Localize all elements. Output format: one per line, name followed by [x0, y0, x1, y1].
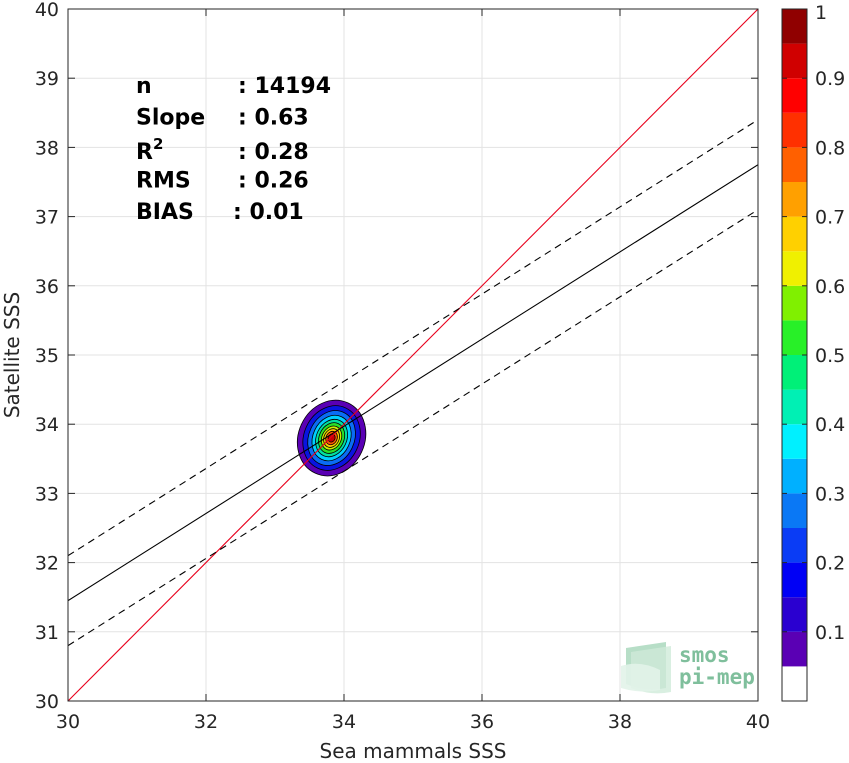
colorbar-segment	[782, 528, 807, 563]
logo-waves-icon	[621, 642, 671, 694]
smos-pi-mep-logo: smos pi-mep	[621, 642, 755, 694]
colorbar-segment	[782, 251, 807, 286]
x-tick-label: 30	[56, 711, 80, 733]
y-tick-label: 36	[35, 276, 59, 298]
stat-value: : 0.01	[233, 200, 304, 225]
x-tick-label: 36	[470, 711, 494, 733]
logo-text-smos: smos	[679, 643, 730, 667]
y-tick-label: 31	[35, 622, 59, 644]
colorbar-segment	[782, 112, 807, 148]
stat-value: : 14194	[238, 74, 331, 99]
colorbar-segment	[782, 389, 807, 425]
colorbar-tick-label: 0.6	[815, 276, 845, 298]
colorbar-tick-label: 0.5	[815, 345, 845, 367]
colorbar-tick-label: 1	[815, 2, 827, 24]
identity-line	[68, 9, 758, 701]
stat-label: n	[136, 74, 152, 99]
colorbar-tick-label: 0.1	[815, 622, 845, 644]
y-tick-label: 38	[35, 137, 59, 159]
y-tick-label: 30	[35, 691, 59, 713]
colorbar-tick-label: 0.8	[815, 137, 845, 159]
colorbar-segment	[782, 355, 807, 390]
colorbar-segment	[782, 182, 807, 217]
lower-bound-line	[68, 209, 758, 647]
logo-text-pi-mep: pi-mep	[679, 665, 755, 689]
colorbar-tick-label: 0.2	[815, 553, 845, 575]
colorbar-tick-label: 0.4	[815, 414, 845, 436]
y-tick-label: 39	[35, 68, 59, 90]
y-axis-ticks: 30 31 32 33 34 35 36 37 38 39 40	[35, 0, 758, 713]
stat-label: RMS	[136, 169, 191, 194]
y-tick-label: 34	[35, 414, 59, 436]
colorbar-tick-label: 0.9	[815, 68, 845, 90]
colorbar-segment	[782, 147, 807, 182]
stat-value: : 0.28	[238, 140, 309, 165]
x-tick-label: 34	[332, 711, 356, 733]
x-tick-label: 32	[194, 711, 218, 733]
colorbar-segment	[782, 562, 807, 598]
x-axis-ticks: 30 32 34 36 38 40	[56, 9, 770, 733]
fit-lines	[68, 9, 758, 701]
upper-bound-line	[68, 119, 758, 557]
y-axis-label: Satellite SSS	[0, 292, 24, 418]
y-tick-label: 37	[35, 207, 59, 229]
stats-panel: n : 14194 Slope : 0.63 R2 : 0.28 RMS : 0.26 BIAS…	[136, 74, 331, 225]
stat-label: BIAS	[136, 200, 194, 225]
y-tick-label: 40	[35, 0, 59, 21]
x-axis-label: Sea mammals SSS	[320, 739, 507, 763]
y-tick-label: 35	[35, 345, 59, 367]
colorbar-segment	[782, 78, 807, 113]
stat-value: : 0.26	[238, 169, 309, 194]
stat-label: Slope	[136, 106, 205, 131]
x-tick-label: 40	[746, 711, 770, 733]
colorbar-segment	[782, 493, 807, 528]
colorbar-segment	[782, 285, 807, 321]
stat-value: : 0.63	[238, 106, 309, 131]
grid-lines	[68, 9, 758, 701]
colorbar-tick-label: 0.7	[815, 207, 845, 229]
y-tick-label: 33	[35, 483, 59, 505]
colorbar-segment	[782, 424, 807, 459]
colorbar-segment	[782, 43, 807, 79]
colorbar-segment	[782, 666, 807, 701]
colorbar-segment	[782, 631, 807, 667]
colorbar-segment	[782, 597, 807, 632]
x-tick-label: 38	[608, 711, 632, 733]
colorbar-segment	[782, 216, 807, 252]
colorbar-segment	[782, 9, 807, 44]
colorbar-segment	[782, 458, 807, 494]
regression-line	[68, 164, 758, 602]
stat-label: R2	[136, 135, 163, 165]
colorbar-segment	[782, 320, 807, 355]
colorbar-tick-label: 0.3	[815, 483, 845, 505]
y-tick-label: 32	[35, 553, 59, 575]
colorbar: 0.1 0.2 0.3 0.4 0.5 0.6 0.7 0.8 0.9 1	[781, 2, 845, 702]
